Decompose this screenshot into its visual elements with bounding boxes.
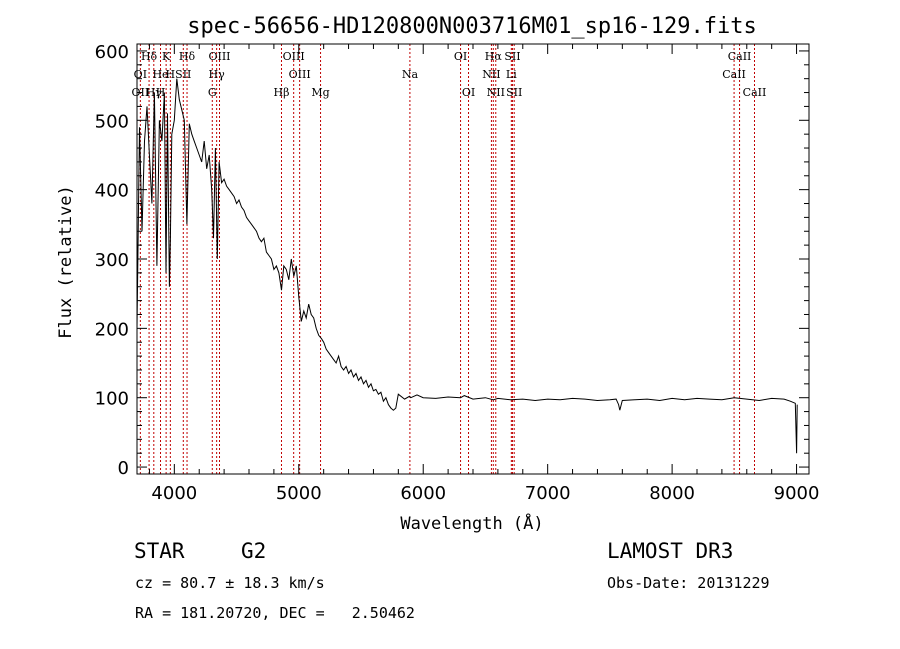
line-label: G (208, 86, 217, 99)
line-label: NII (487, 86, 505, 99)
object-class: STAR (134, 539, 185, 563)
y-tick-label: 500 (95, 111, 129, 132)
line-label: Hδ (179, 50, 196, 63)
line-label: SII (175, 68, 191, 81)
line-markers (139, 44, 755, 474)
x-tick-label: 8000 (649, 483, 695, 504)
plot-frame (136, 43, 810, 475)
line-label: OI (454, 50, 467, 63)
line-label: OIII (283, 50, 305, 63)
y-tick-label: 0 (118, 458, 129, 479)
line-label: Hδ (141, 50, 158, 63)
line-label: CaII (743, 86, 767, 99)
line-label: OI (462, 86, 475, 99)
redshift-velocity: cz = 80.7 ± 18.3 km/s (135, 574, 325, 592)
line-label: Hγ (209, 68, 226, 81)
line-label: Hβ (274, 86, 290, 99)
x-tick-label: 7000 (525, 483, 571, 504)
chart-title: spec-56656-HD120800N003716M01_sp16-129.f… (187, 14, 757, 39)
survey-name: LAMOST DR3 (607, 539, 734, 563)
line-label: SII (506, 86, 522, 99)
line-label: H (166, 68, 176, 81)
x-tick-label: 4000 (151, 483, 197, 504)
line-label: OIII (208, 50, 230, 63)
line-label: H (156, 86, 166, 99)
object-subclass: G2 (241, 539, 267, 563)
x-axis-label: Wavelength (Å) (400, 512, 543, 534)
spectrum-line (136, 78, 798, 454)
line-label: OIII (289, 68, 311, 81)
y-axis-label: Flux (relative) (56, 185, 76, 339)
line-label: K (162, 50, 171, 63)
line-label: He (152, 68, 168, 81)
line-label: Mg (311, 86, 329, 99)
line-label: Li (506, 68, 517, 81)
y-tick-label: 400 (95, 181, 129, 202)
line-label: NII (482, 68, 500, 81)
line-label: Hα (485, 50, 503, 63)
x-tick-label: 6000 (400, 483, 446, 504)
line-label: SII (504, 50, 520, 63)
x-tick-label: 9000 (774, 483, 820, 504)
y-tick-label: 300 (95, 250, 129, 271)
y-tick-label: 600 (95, 42, 129, 63)
line-label: Na (402, 68, 419, 81)
y-tick-label: 100 (95, 389, 129, 410)
observation-date: Obs-Date: 20131229 (607, 574, 770, 592)
sky-coordinates: RA = 181.20720, DEC = 2.50462 (135, 604, 415, 622)
x-tick-label: 5000 (276, 483, 322, 504)
y-axis: 0 100 200 300 400 500 600 (95, 42, 809, 479)
line-label: CaII (728, 50, 752, 63)
line-label: CaII (722, 68, 746, 81)
y-tick-label: 200 (95, 319, 129, 340)
x-axis: 4000 5000 6000 7000 8000 9000 (148, 44, 820, 504)
